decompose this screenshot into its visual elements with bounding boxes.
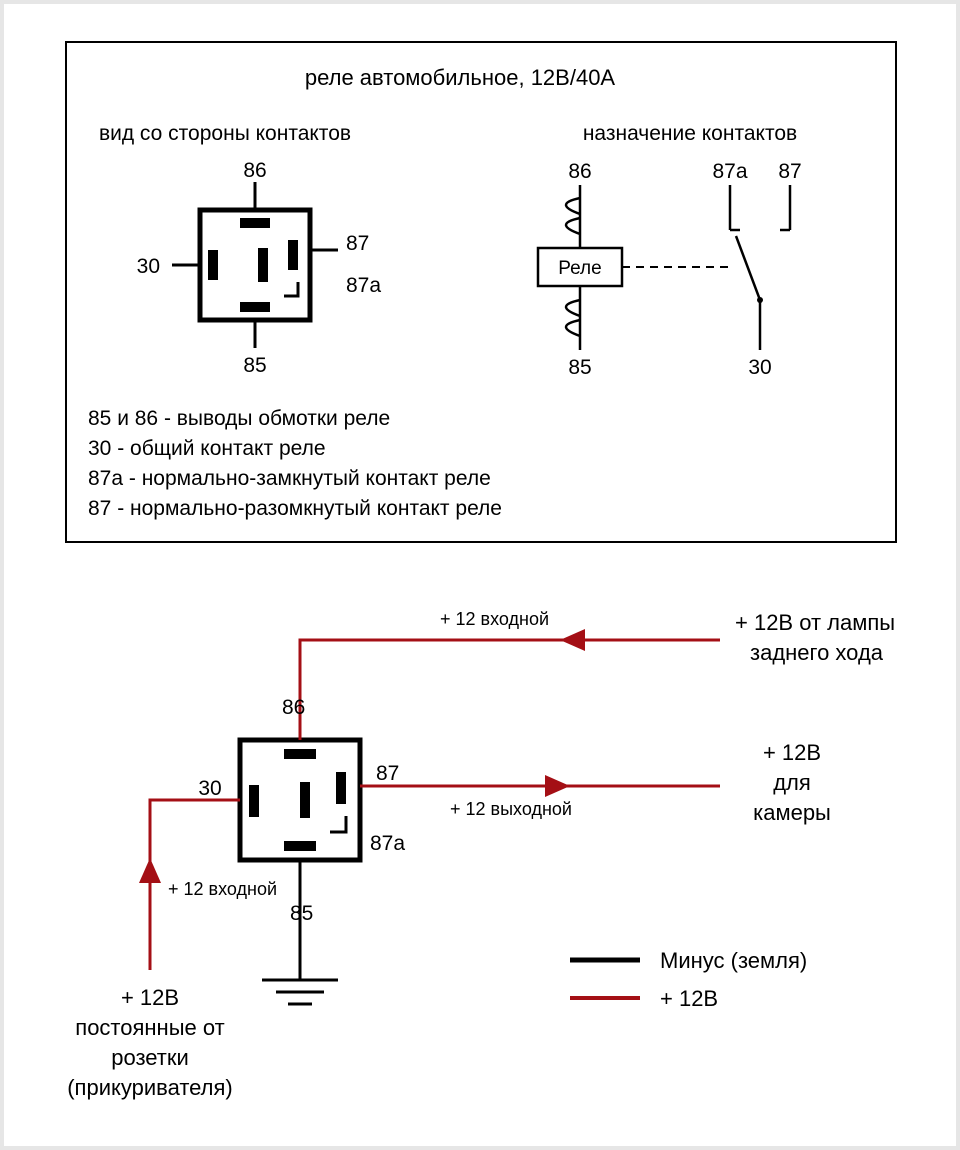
- pin-85-bottom: 85: [290, 902, 313, 925]
- src-right-1: + 12В: [763, 740, 821, 765]
- pin-87a-right: 87а: [712, 160, 747, 183]
- pin-86-bottom: 86: [282, 696, 305, 719]
- legend-minus: Минус (земля): [660, 948, 807, 973]
- relay-footprint-left: 86 85 30 87 87а: [137, 159, 382, 377]
- desc-line-3: 87а - нормально-замкнутый контакт реле: [88, 467, 491, 490]
- pin-86-right: 86: [568, 160, 591, 183]
- pin-30-right: 30: [748, 356, 771, 379]
- pin-87-bottom: 87: [376, 762, 399, 785]
- src-bottom-2: постоянные от: [75, 1015, 224, 1040]
- pin-86-left: 86: [243, 159, 266, 182]
- pin-87a-left: 87а: [346, 274, 381, 297]
- label-in12-left: + 12 входной: [168, 879, 277, 899]
- pin-30-left: 30: [137, 255, 160, 278]
- relay-schematic-right: Реле 86 85 87а 87 30: [538, 160, 802, 379]
- src-top-2: заднего хода: [750, 640, 884, 665]
- relay-box-label: Реле: [558, 258, 601, 279]
- relay-bottom: [240, 740, 360, 860]
- pin-30-bottom: 30: [198, 777, 221, 800]
- src-bottom-3: розетки: [111, 1045, 189, 1070]
- pin-87-left: 87: [346, 232, 369, 255]
- box-title: реле автомобильное, 12В/40А: [305, 65, 616, 90]
- src-bottom-1: + 12В: [121, 985, 179, 1010]
- label-out12: + 12 выходной: [450, 799, 572, 819]
- pin-85-left: 85: [243, 354, 266, 377]
- right-caption: назначение контактов: [583, 122, 797, 145]
- label-in12-top: + 12 входной: [440, 609, 549, 629]
- diagram-svg: реле автомобильное, 12В/40А вид со сторо…: [0, 0, 960, 1150]
- legend-plus: + 12В: [660, 986, 718, 1011]
- pin-87a-bottom: 87а: [370, 832, 405, 855]
- src-bottom-4: (прикуривателя): [67, 1075, 233, 1100]
- pin-85-right: 85: [568, 356, 591, 379]
- src-right-2: для: [773, 770, 811, 795]
- diagram-canvas: { "colors": { "stroke": "#000000", "wire…: [0, 0, 960, 1150]
- desc-line-2: 30 - общий контакт реле: [88, 437, 326, 460]
- desc-line-1: 85 и 86 - выводы обмотки реле: [88, 407, 390, 430]
- src-top-1: + 12В от лампы: [735, 610, 895, 635]
- left-caption: вид со стороны контактов: [99, 122, 351, 145]
- pin-87-right: 87: [778, 160, 801, 183]
- desc-line-4: 87 - нормально-разомкнутый контакт реле: [88, 497, 502, 520]
- legend: Минус (земля) + 12В: [570, 948, 807, 1011]
- src-right-3: камеры: [753, 800, 831, 825]
- red-wires: [139, 629, 720, 970]
